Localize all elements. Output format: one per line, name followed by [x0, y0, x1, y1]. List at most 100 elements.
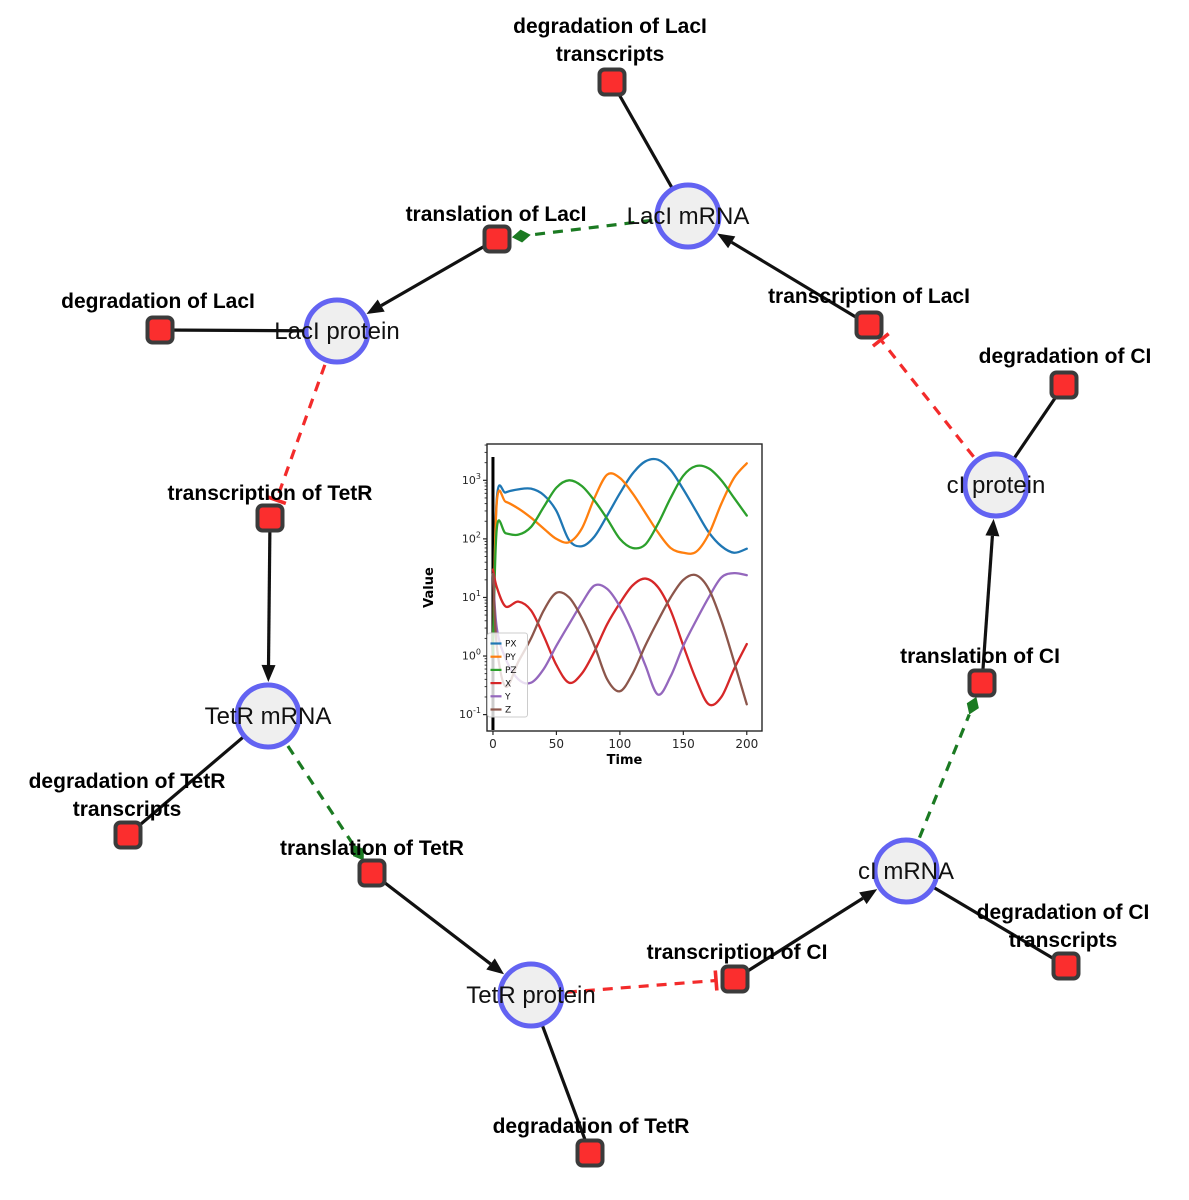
x-tick-label: 100 [608, 737, 631, 751]
edge-production-translation_laci-laci_protein [366, 237, 498, 315]
edge-production-transcription_ci-ci_mrna-line [734, 896, 864, 981]
reaction-node-deg_ci_transcripts[interactable] [1051, 951, 1081, 981]
species-label-ci_protein: cI protein [947, 472, 1046, 499]
species-node-tetr_mrna[interactable] [234, 682, 302, 750]
reaction-label-deg_ci_transcripts: transcripts [1009, 929, 1118, 952]
reaction-label-transcription_laci: transcription of LacI [768, 285, 970, 308]
reaction-label-deg_tetr_transcripts: degradation of TetR [29, 770, 226, 793]
edge-production-transcription_laci-laci_mrna-line [730, 240, 870, 327]
reaction-label-deg_laci: degradation of LacI [61, 290, 255, 313]
y-tick-label: 101 [462, 589, 481, 604]
x-tick-label: 0 [489, 737, 497, 751]
legend-label-X: X [505, 679, 511, 689]
arrowhead-icon [261, 664, 276, 683]
reaction-label-translation_laci: translation of LacI [406, 203, 587, 226]
species-label-tetr_protein: TetR protein [466, 982, 595, 1009]
reaction-node-translation_ci[interactable] [967, 668, 997, 698]
reaction-node-transcription_ci[interactable] [720, 964, 750, 994]
arrowhead-icon [985, 518, 1000, 537]
x-tick-label: 200 [735, 737, 758, 751]
reaction-label-deg_tetr_transcripts: transcripts [73, 798, 182, 821]
edge-production-transcription_ci-ci_mrna [734, 889, 878, 981]
inset-plot: 103 102 101 100 10-1 0 50 100 150 200 Time Value PX P… [422, 443, 763, 768]
reaction-node-deg_ci[interactable] [1049, 370, 1079, 400]
species-label-laci_protein: LacI protein [274, 318, 399, 345]
edge-inhibition-laci_protein-transcription_tetr [266, 330, 339, 506]
tbar-inhibitor-icon [871, 332, 890, 348]
tbar-inhibitor-icon [266, 495, 287, 506]
arrowhead-icon [859, 889, 878, 905]
diamond-arrowhead-icon [511, 229, 531, 243]
reaction-node-transcription_tetr[interactable] [255, 503, 285, 533]
labels-layer: LacI mRNA LacI protein TetR mRNA TetR prote… [29, 15, 1152, 1138]
arrowhead-icon [717, 233, 736, 249]
legend-label-Y: Y [504, 693, 511, 703]
reaction-label-deg_laci_transcripts: transcripts [556, 43, 665, 66]
reaction-node-deg_laci[interactable] [145, 315, 175, 345]
species-node-ci_protein[interactable] [962, 451, 1030, 519]
x-tick-label: 50 [549, 737, 564, 751]
y-axis-label: Value [422, 567, 437, 608]
reaction-label-transcription_tetr: transcription of TetR [168, 482, 373, 505]
species-node-laci_protein[interactable] [303, 297, 371, 365]
diamond-arrowhead-icon [353, 844, 364, 861]
reaction-node-deg_tetr_transcripts[interactable] [113, 820, 143, 850]
x-axis-label: Time [607, 753, 643, 768]
legend-label-PY: PY [505, 653, 516, 663]
species-label-tetr_mrna: TetR mRNA [205, 703, 332, 730]
edge-production-transcription_tetr-tetr_mrna-line [266, 517, 272, 666]
edge-inhibition-ci_protein-transcription_laci-line [879, 338, 998, 486]
species-node-tetr_protein[interactable] [497, 961, 565, 1029]
plot-background [487, 444, 762, 731]
reaction-node-transcription_laci[interactable] [854, 310, 884, 340]
reaction-label-translation_tetr: translation of TetR [280, 837, 464, 860]
species-node-ci_mrna[interactable] [872, 837, 940, 905]
y-tick-label: 102 [462, 530, 481, 545]
edge-production-transcription_tetr-tetr_mrna [261, 517, 276, 683]
x-tick-label: 150 [672, 737, 695, 751]
reaction-label-deg_ci_transcripts: degradation of CI [977, 901, 1150, 924]
nodes-layer [113, 67, 1081, 1168]
edge-production-translation_tetr-tetr_protein [371, 871, 505, 975]
edge-inhibition-ci_protein-transcription_laci [871, 332, 998, 486]
edge-production-translation_laci-laci_protein-line [380, 237, 498, 307]
diamond-arrowhead-icon [966, 696, 979, 715]
plot-frame [486, 443, 763, 732]
edge-production-translation_ci-ci_protein [980, 518, 1000, 684]
edge-production-translation_tetr-tetr_protein-line [371, 871, 492, 966]
reaction-node-deg_laci_transcripts[interactable] [597, 67, 627, 97]
reaction-label-deg_tetr: degradation of TetR [493, 1115, 690, 1138]
arrowhead-icon [366, 299, 385, 315]
reaction-label-translation_ci: translation of CI [900, 645, 1060, 668]
curves [491, 457, 748, 707]
legend-label-Z: Z [505, 706, 511, 716]
edge-inhibition-tetr_protein-transcription_ci-line [530, 978, 717, 997]
reaction-label-deg_ci: degradation of CI [979, 345, 1152, 368]
reaction-node-translation_laci[interactable] [482, 224, 512, 254]
y-tick-label: 10-1 [459, 706, 481, 721]
arrowhead-icon [486, 958, 505, 975]
legend-label-PX: PX [505, 640, 517, 650]
edge-production-transcription_laci-laci_mrna [717, 233, 870, 327]
y-tick-label: 100 [462, 648, 481, 663]
curve-PX [491, 457, 748, 658]
species-node-laci_mrna[interactable] [654, 182, 722, 250]
species-label-laci_mrna: LacI mRNA [627, 203, 750, 230]
legend-label-PZ: PZ [505, 666, 517, 676]
edge-production-translation_ci-ci_protein-line [980, 535, 994, 684]
edge-catalysis-ci_mrna-translation_ci [904, 696, 979, 872]
y-tick-label: 103 [462, 472, 481, 487]
curve-X [491, 568, 748, 707]
species-label-ci_mrna: cI mRNA [858, 858, 954, 885]
reaction-node-deg_tetr[interactable] [575, 1138, 605, 1168]
curve-PY [491, 462, 748, 658]
edge-inhibition-laci_protein-transcription_tetr-line [274, 330, 339, 501]
reaction-label-deg_laci_transcripts: degradation of LacI [513, 15, 707, 38]
edge-inhibition-tetr_protein-transcription_ci [530, 970, 719, 997]
curve-PZ [491, 464, 748, 658]
reaction-label-transcription_ci: transcription of CI [647, 941, 828, 964]
reaction-node-translation_tetr[interactable] [357, 858, 387, 888]
tbar-inhibitor-icon [713, 970, 719, 991]
